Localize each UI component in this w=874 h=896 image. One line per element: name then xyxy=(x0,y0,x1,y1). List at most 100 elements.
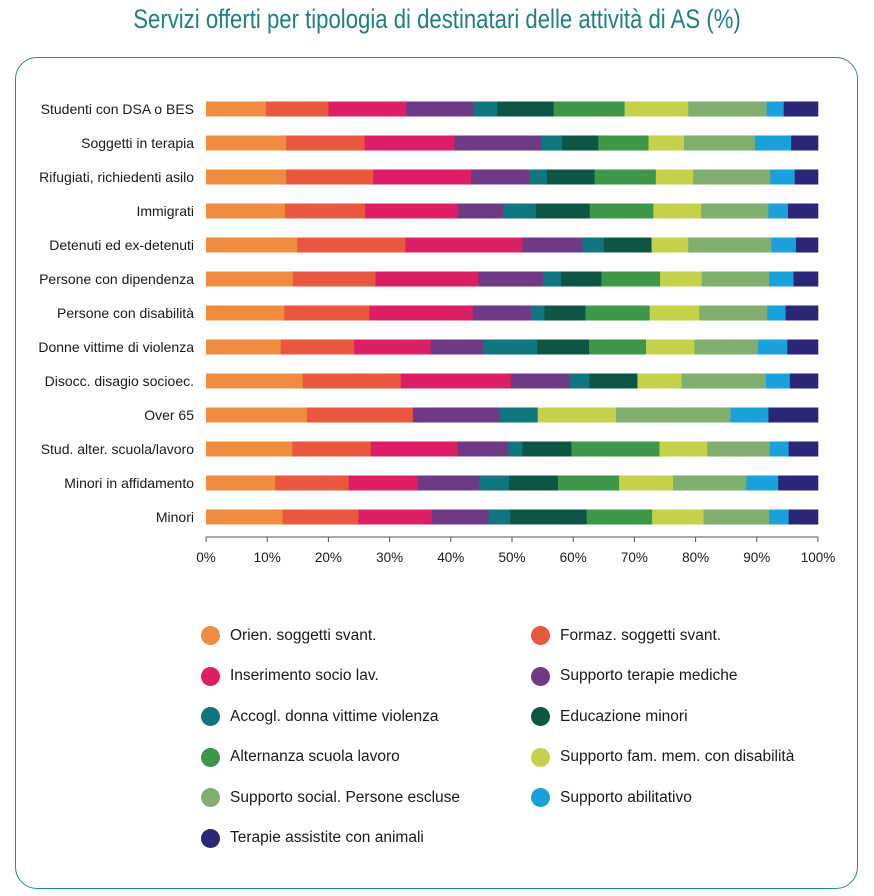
category-label: Detenuti ed ex-detenuti xyxy=(49,237,194,253)
bar-segment xyxy=(529,169,548,185)
bar-segment xyxy=(405,237,523,253)
bar-segment xyxy=(503,203,537,219)
bar-segment xyxy=(683,135,756,151)
category-label: Rifugiati, richiedenti asilo xyxy=(39,169,194,185)
legend-label: Orien. soggetti svant. xyxy=(230,626,377,644)
bar-segment xyxy=(589,339,647,355)
legend-item: Formaz. soggetti svant. xyxy=(531,626,721,645)
legend-item: Supporto abilitativo xyxy=(531,788,692,807)
category-label: Donne vittime di violenza xyxy=(38,339,194,355)
x-tick-label: 50% xyxy=(498,550,525,565)
bar-segment xyxy=(758,339,788,355)
category-label: Minori xyxy=(156,509,194,525)
category-label: Soggetti in terapia xyxy=(81,135,194,151)
bar-segment xyxy=(206,169,287,185)
bar-segment xyxy=(646,339,695,355)
x-axis: 0% 10% 20% 30% 40% 50% 60% 70% 80% 90% 100% xyxy=(196,536,836,565)
bar-segment xyxy=(769,271,794,287)
bar-segment xyxy=(431,509,490,525)
bar-segment xyxy=(616,407,731,423)
x-tick-label: 0% xyxy=(196,550,216,565)
bar-segment xyxy=(286,135,365,151)
bar-segment xyxy=(701,203,769,219)
bar-segment xyxy=(508,475,559,491)
legend-label: Supporto social. Persone escluse xyxy=(230,788,461,806)
category-label: Studenti con DSA o BES xyxy=(41,101,194,117)
bar-segment xyxy=(375,271,479,287)
bar-segment xyxy=(373,169,472,185)
chart-title: Servizi offerti per tipologia di destina… xyxy=(133,4,741,34)
bar-segment xyxy=(771,237,797,253)
bar-segment xyxy=(681,373,767,389)
legend-swatch xyxy=(201,707,220,726)
legend-label: Supporto fam. mem. con disabilità xyxy=(560,748,795,765)
x-tick-label: 100% xyxy=(801,550,836,565)
legend-item: Supporto terapie mediche xyxy=(531,666,738,686)
bar-segment xyxy=(769,441,789,457)
legend-swatch xyxy=(531,747,550,767)
bar-segment xyxy=(603,237,652,253)
bar-segment xyxy=(364,135,455,151)
legend-label: Accogl. donna vittime violenza xyxy=(230,707,439,725)
bar-segment xyxy=(348,475,419,491)
bar-segment xyxy=(569,373,590,389)
bar-segment xyxy=(582,237,605,253)
bar-segment xyxy=(537,339,590,355)
legend-swatch xyxy=(531,788,550,807)
bar-segment xyxy=(275,475,349,491)
bar-segment xyxy=(653,203,702,219)
bar-segment xyxy=(328,101,407,117)
legend-label: Alternanza scuola lavoro xyxy=(230,748,400,765)
bar-segment xyxy=(365,203,459,219)
bar-segment xyxy=(766,101,785,117)
bar-segment xyxy=(292,271,376,287)
legend-label: Formaz. soggetti svant. xyxy=(560,626,722,644)
bar-segment xyxy=(471,169,530,185)
bar-segment xyxy=(701,271,770,287)
category-label: Disocc. disagio socioec. xyxy=(45,373,194,389)
bar-segment xyxy=(788,203,819,219)
legend-swatch xyxy=(201,747,220,767)
x-tick-label: 80% xyxy=(682,550,709,565)
bar-segment xyxy=(624,101,689,117)
bar-segment xyxy=(265,101,329,117)
legend-swatch xyxy=(201,788,220,807)
bar-segment xyxy=(497,101,554,117)
legend-item: Supporto social. Persone escluse xyxy=(201,788,460,807)
bar-segment xyxy=(206,203,286,219)
legend-swatch xyxy=(531,707,550,726)
bar-segment xyxy=(412,407,501,423)
bar-segment xyxy=(488,509,511,525)
bar-segment xyxy=(458,203,504,219)
bar-segment xyxy=(457,441,509,457)
bar-segment xyxy=(637,373,682,389)
x-tick-label: 30% xyxy=(376,550,403,565)
bar-segment xyxy=(284,305,370,321)
bar-segment xyxy=(785,305,819,321)
legend-label: Terapie assistite con animali xyxy=(230,829,424,846)
bar-segment xyxy=(206,237,298,253)
bar-segment xyxy=(417,475,480,491)
bar-segment xyxy=(688,237,772,253)
bar-segment xyxy=(358,509,433,525)
x-tick-label: 60% xyxy=(560,550,587,565)
bar-segment xyxy=(754,135,792,151)
bar-segment xyxy=(510,373,570,389)
bar-segment xyxy=(206,407,308,423)
bar-segment xyxy=(370,441,458,457)
bar-segment xyxy=(292,441,371,457)
legend-swatch xyxy=(531,666,550,686)
legend-swatch xyxy=(201,828,220,848)
bar-segment xyxy=(284,203,366,219)
legend-item: Orien. soggetti svant. xyxy=(201,626,376,645)
bar-segment xyxy=(672,475,747,491)
bar-segment xyxy=(483,339,538,355)
bar-segment xyxy=(553,101,625,117)
bar-segment xyxy=(522,441,572,457)
bar-segment xyxy=(541,135,563,151)
bar-segment xyxy=(707,441,770,457)
bar-segment xyxy=(783,101,819,117)
bar-segment xyxy=(282,509,359,525)
legend-label: Educazione minori xyxy=(560,707,688,725)
bar-segment xyxy=(789,373,819,389)
